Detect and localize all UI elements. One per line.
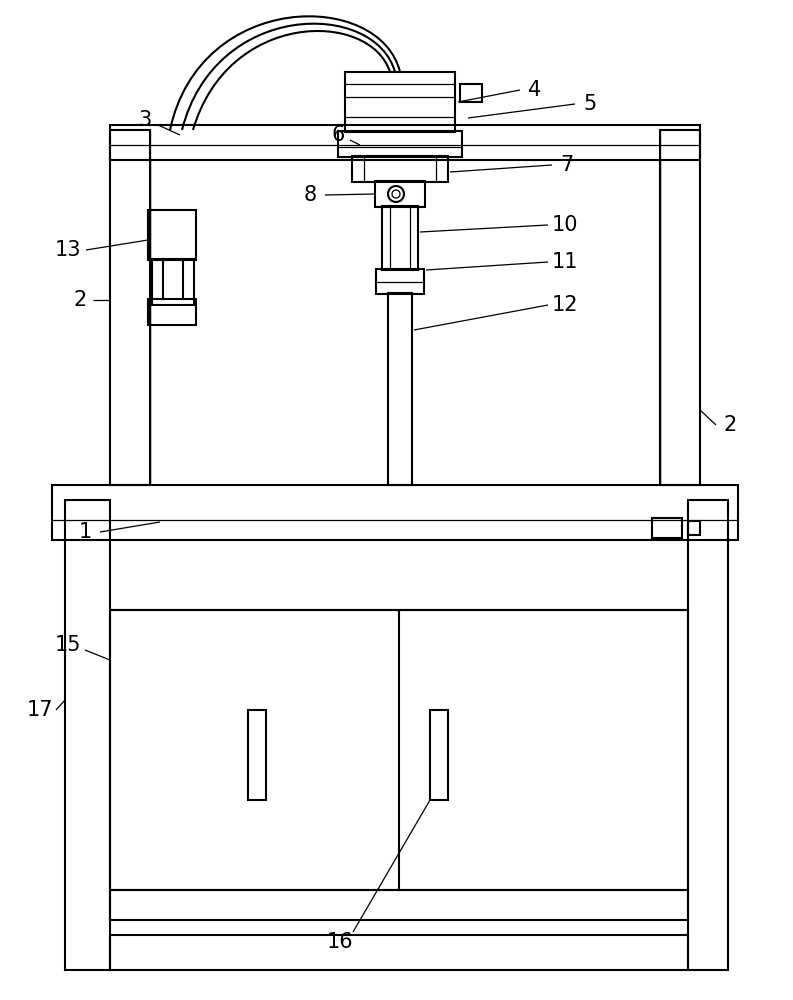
Bar [652,518,682,538]
Bar [382,206,418,270]
Bar [352,156,448,182]
Text: 17: 17 [27,700,53,720]
Text: 2: 2 [723,415,737,435]
Bar [376,269,424,294]
Bar [460,84,482,102]
Text: 11: 11 [552,252,578,272]
Bar [688,500,728,970]
Bar [248,710,266,800]
Bar [375,181,425,207]
Text: 4: 4 [528,80,542,100]
Text: 8: 8 [304,185,316,205]
Text: 15: 15 [55,635,81,655]
Bar [388,293,412,485]
Bar [152,259,194,305]
Bar [430,710,448,800]
Bar [660,130,700,485]
Text: 12: 12 [552,295,578,315]
Text: 16: 16 [327,932,354,952]
Text: 7: 7 [561,155,573,175]
Bar [110,610,688,890]
Text: 5: 5 [584,94,596,114]
Bar [110,935,688,970]
Text: 2: 2 [74,290,86,310]
Text: 10: 10 [552,215,578,235]
Bar [345,72,455,132]
Bar [148,210,196,260]
Bar [65,500,110,970]
Bar [688,521,700,535]
Bar [110,890,688,920]
Text: 13: 13 [55,240,81,260]
Text: 3: 3 [138,110,151,130]
Bar [110,125,700,160]
Text: 6: 6 [331,125,345,145]
Bar [338,131,462,157]
Bar [52,485,738,540]
Bar [148,299,196,325]
Bar [110,130,150,485]
Text: 1: 1 [79,522,92,542]
